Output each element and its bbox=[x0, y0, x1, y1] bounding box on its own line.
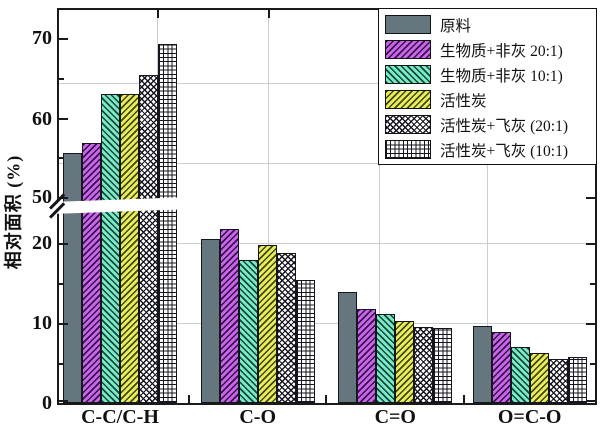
x-tick-label-C-O: C-O bbox=[239, 406, 277, 428]
axis-tick bbox=[59, 243, 68, 245]
bar-diag-up-magenta-O=C-O bbox=[491, 331, 511, 403]
bar-grid-O=C-O bbox=[567, 357, 587, 403]
axis-tick bbox=[463, 395, 465, 403]
bar-diag-up-yellow-C-O bbox=[257, 244, 277, 403]
bar-diag-down-cyan-C-C/C-H bbox=[101, 93, 120, 206]
axis-tick bbox=[586, 243, 595, 245]
y-tick-label-0: 0 bbox=[42, 392, 52, 414]
axis-tick bbox=[59, 77, 64, 80]
legend-item: 活性炭+飞灰 (20:1) bbox=[385, 112, 596, 137]
legend-item: 生物质+非灰 20:1) bbox=[385, 37, 596, 62]
bar-solid-C=O bbox=[338, 291, 358, 403]
bar-diag-down-cyan-O=C-O bbox=[510, 347, 530, 403]
bar-diag-down-cyan-C-C/C-H bbox=[101, 204, 120, 403]
legend-swatch-cross-diag bbox=[385, 115, 431, 134]
v-gridline bbox=[379, 10, 380, 403]
bar-diag-up-yellow-C-C/C-H bbox=[120, 93, 139, 206]
bar-diag-up-magenta-C-C/C-H bbox=[82, 142, 101, 206]
x-tick-label-C-C/C-H: C-C/C-H bbox=[81, 406, 159, 428]
axis-tick bbox=[59, 157, 64, 160]
legend-label: 生物质+非灰 20:1) bbox=[440, 42, 563, 60]
h-gridline bbox=[59, 323, 595, 324]
legend-swatch-diag-up-magenta bbox=[385, 40, 431, 59]
axis-tick bbox=[586, 323, 595, 325]
axis-tick bbox=[157, 10, 159, 18]
bar-grid-C-C/C-H bbox=[158, 44, 177, 206]
axis-tick bbox=[325, 395, 327, 403]
bar-cross-diag-C-O bbox=[276, 252, 296, 403]
legend-swatch-grid bbox=[385, 140, 431, 159]
bar-diag-up-magenta-C-O bbox=[219, 229, 239, 403]
y-axis-title-box: 相对面积 (%) bbox=[0, 112, 26, 312]
bar-grid-C-C/C-H bbox=[158, 204, 177, 403]
axis-tick bbox=[59, 323, 68, 325]
bar-solid-O=C-O bbox=[472, 326, 492, 403]
bar-diag-down-cyan-C-O bbox=[238, 259, 258, 403]
axis-tick bbox=[188, 395, 190, 403]
axis-tick bbox=[59, 400, 68, 402]
bar-grid-C=O bbox=[433, 327, 453, 403]
axis-tick bbox=[590, 283, 595, 285]
axis-tick bbox=[59, 283, 64, 285]
bar-cross-diag-C-C/C-H bbox=[139, 204, 158, 403]
y-tick-label-60: 60 bbox=[32, 107, 52, 130]
legend-item: 生物质+非灰 10:1) bbox=[385, 62, 596, 87]
bar-cross-diag-O=C-O bbox=[548, 359, 568, 403]
bar-diag-up-yellow-O=C-O bbox=[529, 352, 549, 403]
legend-swatch-solid bbox=[385, 15, 431, 34]
bar-solid-C-O bbox=[200, 239, 220, 403]
legend-swatch-diag-down-cyan bbox=[385, 65, 431, 84]
axis-tick bbox=[59, 363, 64, 365]
bar-solid-C-C/C-H bbox=[63, 204, 82, 403]
y-tick-label-10: 10 bbox=[32, 312, 52, 334]
axis-tick bbox=[586, 197, 595, 199]
x-tick-label-C=O: C=O bbox=[374, 406, 416, 428]
legend-swatch-diag-up-yellow bbox=[385, 90, 431, 109]
bar-diag-up-yellow-C-C/C-H bbox=[120, 204, 139, 403]
y-tick-label-50: 50 bbox=[32, 186, 52, 208]
bar-diag-up-yellow-C=O bbox=[395, 321, 415, 403]
legend-label: 活性炭+飞灰 (10:1) bbox=[440, 142, 568, 160]
legend-item: 原料 bbox=[385, 12, 596, 37]
h-gridline bbox=[59, 243, 595, 244]
axis-tick bbox=[590, 363, 595, 365]
v-gridline bbox=[268, 10, 269, 403]
axis-tick bbox=[586, 400, 595, 402]
legend-label: 活性炭+飞灰 (20:1) bbox=[440, 117, 568, 135]
legend-label: 生物质+非灰 10:1) bbox=[440, 67, 563, 85]
y-tick-label-20: 20 bbox=[32, 232, 52, 254]
bar-grid-C-O bbox=[295, 279, 315, 403]
axis-tick bbox=[59, 117, 68, 120]
legend-item: 活性炭+飞灰 (10:1) bbox=[385, 137, 596, 162]
axis-tick bbox=[59, 197, 68, 199]
axis-tick bbox=[268, 10, 270, 18]
h-gridline bbox=[59, 83, 595, 84]
legend: 原料生物质+非灰 20:1) 生物质+非灰 10:1) 活性炭活性炭+飞灰 (20:… bbox=[378, 8, 597, 165]
legend-label: 活性炭 bbox=[440, 92, 487, 110]
axis-tick bbox=[59, 38, 68, 40]
bar-diag-up-magenta-C-C/C-H bbox=[82, 204, 101, 403]
bar-diag-up-magenta-C=O bbox=[357, 309, 377, 403]
legend-label: 原料 bbox=[440, 17, 472, 35]
x-tick-label-O=C-O: O=C-O bbox=[497, 406, 562, 428]
bar-cross-diag-C-C/C-H bbox=[139, 74, 158, 206]
y-tick-label-70: 70 bbox=[32, 27, 52, 49]
bar-cross-diag-C=O bbox=[414, 327, 434, 403]
h-gridline bbox=[59, 163, 595, 164]
legend-item: 活性炭 bbox=[385, 87, 596, 112]
bar-diag-down-cyan-C=O bbox=[376, 314, 396, 403]
v-gridline bbox=[487, 10, 488, 403]
